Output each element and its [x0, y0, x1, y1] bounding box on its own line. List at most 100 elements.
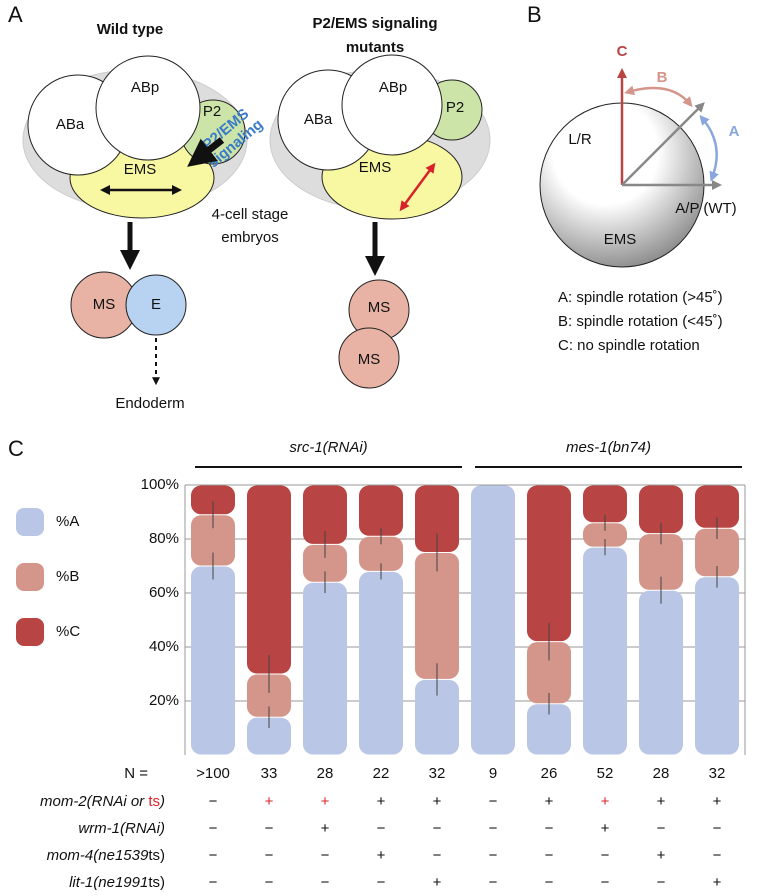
row-cell: −: [321, 874, 330, 891]
arc: [624, 85, 693, 108]
legend-swatch: [16, 508, 44, 536]
cell: [341, 54, 443, 156]
title: Wild type: [97, 21, 164, 38]
x-tick-label: 9: [489, 765, 497, 782]
row-label-part: ne1991: [98, 874, 148, 891]
axis-label: A/P (WT): [675, 200, 736, 217]
bar-segment: [583, 547, 627, 755]
y-tick-label: 80%: [149, 530, 179, 547]
bar-segment: [527, 704, 571, 755]
title: P2/EMS signaling: [312, 15, 437, 32]
row-cell: −: [265, 874, 274, 891]
cell-label: E: [151, 296, 161, 313]
row-cell: −: [545, 847, 554, 864]
panel-label: C: [8, 436, 24, 461]
bar-segment: [583, 485, 627, 523]
signal-arrow: [187, 137, 225, 167]
bar-segment: [303, 544, 347, 582]
cell-label: P2: [446, 99, 464, 116]
bar-segment: [247, 674, 291, 717]
row-cell: −: [265, 820, 274, 837]
row-label: lit-1(ne1991ts): [69, 874, 165, 891]
bar-segment: [359, 571, 403, 755]
stage-label: embryos: [221, 229, 279, 246]
row-cell: +: [601, 820, 610, 837]
panel-label: A: [8, 2, 23, 27]
row-label: mom-2(RNAi or ts): [40, 793, 165, 810]
arrow: [621, 102, 705, 186]
row-cell: +: [265, 793, 274, 810]
y-tick-label: 60%: [149, 584, 179, 601]
row-cell: +: [433, 874, 442, 891]
key: A: spindle rotation (>45˚): [558, 289, 723, 306]
legend-label: %A: [56, 513, 79, 530]
x-tick-label: 33: [261, 765, 278, 782]
bar-segment: [247, 717, 291, 755]
row-cell: +: [545, 793, 554, 810]
row-cell: +: [657, 847, 666, 864]
key: C: no spindle rotation: [558, 337, 700, 354]
bar-segment: [415, 485, 459, 552]
axis-label: L/R: [568, 131, 592, 148]
bar-segment: [471, 485, 515, 755]
cell-label: ABa: [304, 111, 333, 128]
legend-swatch: [16, 563, 44, 591]
arc: [699, 114, 719, 182]
x-tick-label: 22: [373, 765, 390, 782]
row-label-part: ts: [148, 793, 160, 810]
row-cell: −: [489, 793, 498, 810]
bar-segment: [639, 590, 683, 755]
row-cell: +: [321, 820, 330, 837]
bar-segment: [359, 536, 403, 571]
row-cell: −: [433, 820, 442, 837]
bar-segment: [695, 577, 739, 755]
cell-label: EMS: [359, 159, 392, 176]
row-cell: −: [265, 847, 274, 864]
spindle: [399, 162, 436, 212]
cell-label: MS: [93, 296, 116, 313]
arrow-label: C: [617, 43, 628, 60]
row-cell: +: [713, 793, 722, 810]
bar-segment: [303, 582, 347, 755]
row-cell: −: [209, 874, 218, 891]
bar-segment: [639, 534, 683, 590]
fate-label: Endoderm: [115, 395, 184, 412]
cell-label: ABp: [131, 79, 159, 96]
row-label: wrm-1(RNAi): [78, 820, 165, 837]
row-cell: +: [657, 793, 666, 810]
row-cell: −: [209, 793, 218, 810]
row-label-part: mom-4(: [47, 847, 101, 864]
group-label: src-1(RNAi): [289, 439, 367, 456]
x-tick-label: 26: [541, 765, 558, 782]
arrow-label: B: [657, 69, 668, 86]
panel-a: A Wild type ABa ABp P2 EMS P2/EMS signal…: [8, 2, 491, 412]
legend-label: %B: [56, 568, 79, 585]
bar-segment: [303, 485, 347, 544]
row-cell: −: [489, 847, 498, 864]
row-cell: +: [433, 793, 442, 810]
cell-label: ABp: [379, 79, 407, 96]
row-label-part: ts): [148, 847, 165, 864]
row-cell: −: [657, 820, 666, 837]
row-cell: +: [377, 793, 386, 810]
row-cell: −: [713, 847, 722, 864]
cell-label: MS: [368, 299, 391, 316]
x-tick-label: >100: [196, 765, 230, 782]
cell-label: P2: [203, 103, 221, 120]
row-label: mom-4(ne1539ts): [47, 847, 165, 864]
row-label-part: ): [158, 793, 165, 810]
key: B: spindle rotation (<45˚): [558, 313, 723, 330]
row-cell: +: [321, 793, 330, 810]
legend-swatch: [16, 618, 44, 646]
row-cell: −: [545, 874, 554, 891]
row-cell: +: [601, 793, 610, 810]
cell: [125, 274, 187, 336]
n-label: N =: [124, 765, 148, 782]
x-tick-label: 32: [709, 765, 726, 782]
row-cell: −: [489, 820, 498, 837]
panel-c: C 20% 40% 60% 80% 100% src-1(RNAi) mes-1(bn74)…: [8, 436, 746, 891]
title: mutants: [346, 39, 404, 56]
row-cell: −: [601, 847, 610, 864]
row-cell: −: [713, 820, 722, 837]
